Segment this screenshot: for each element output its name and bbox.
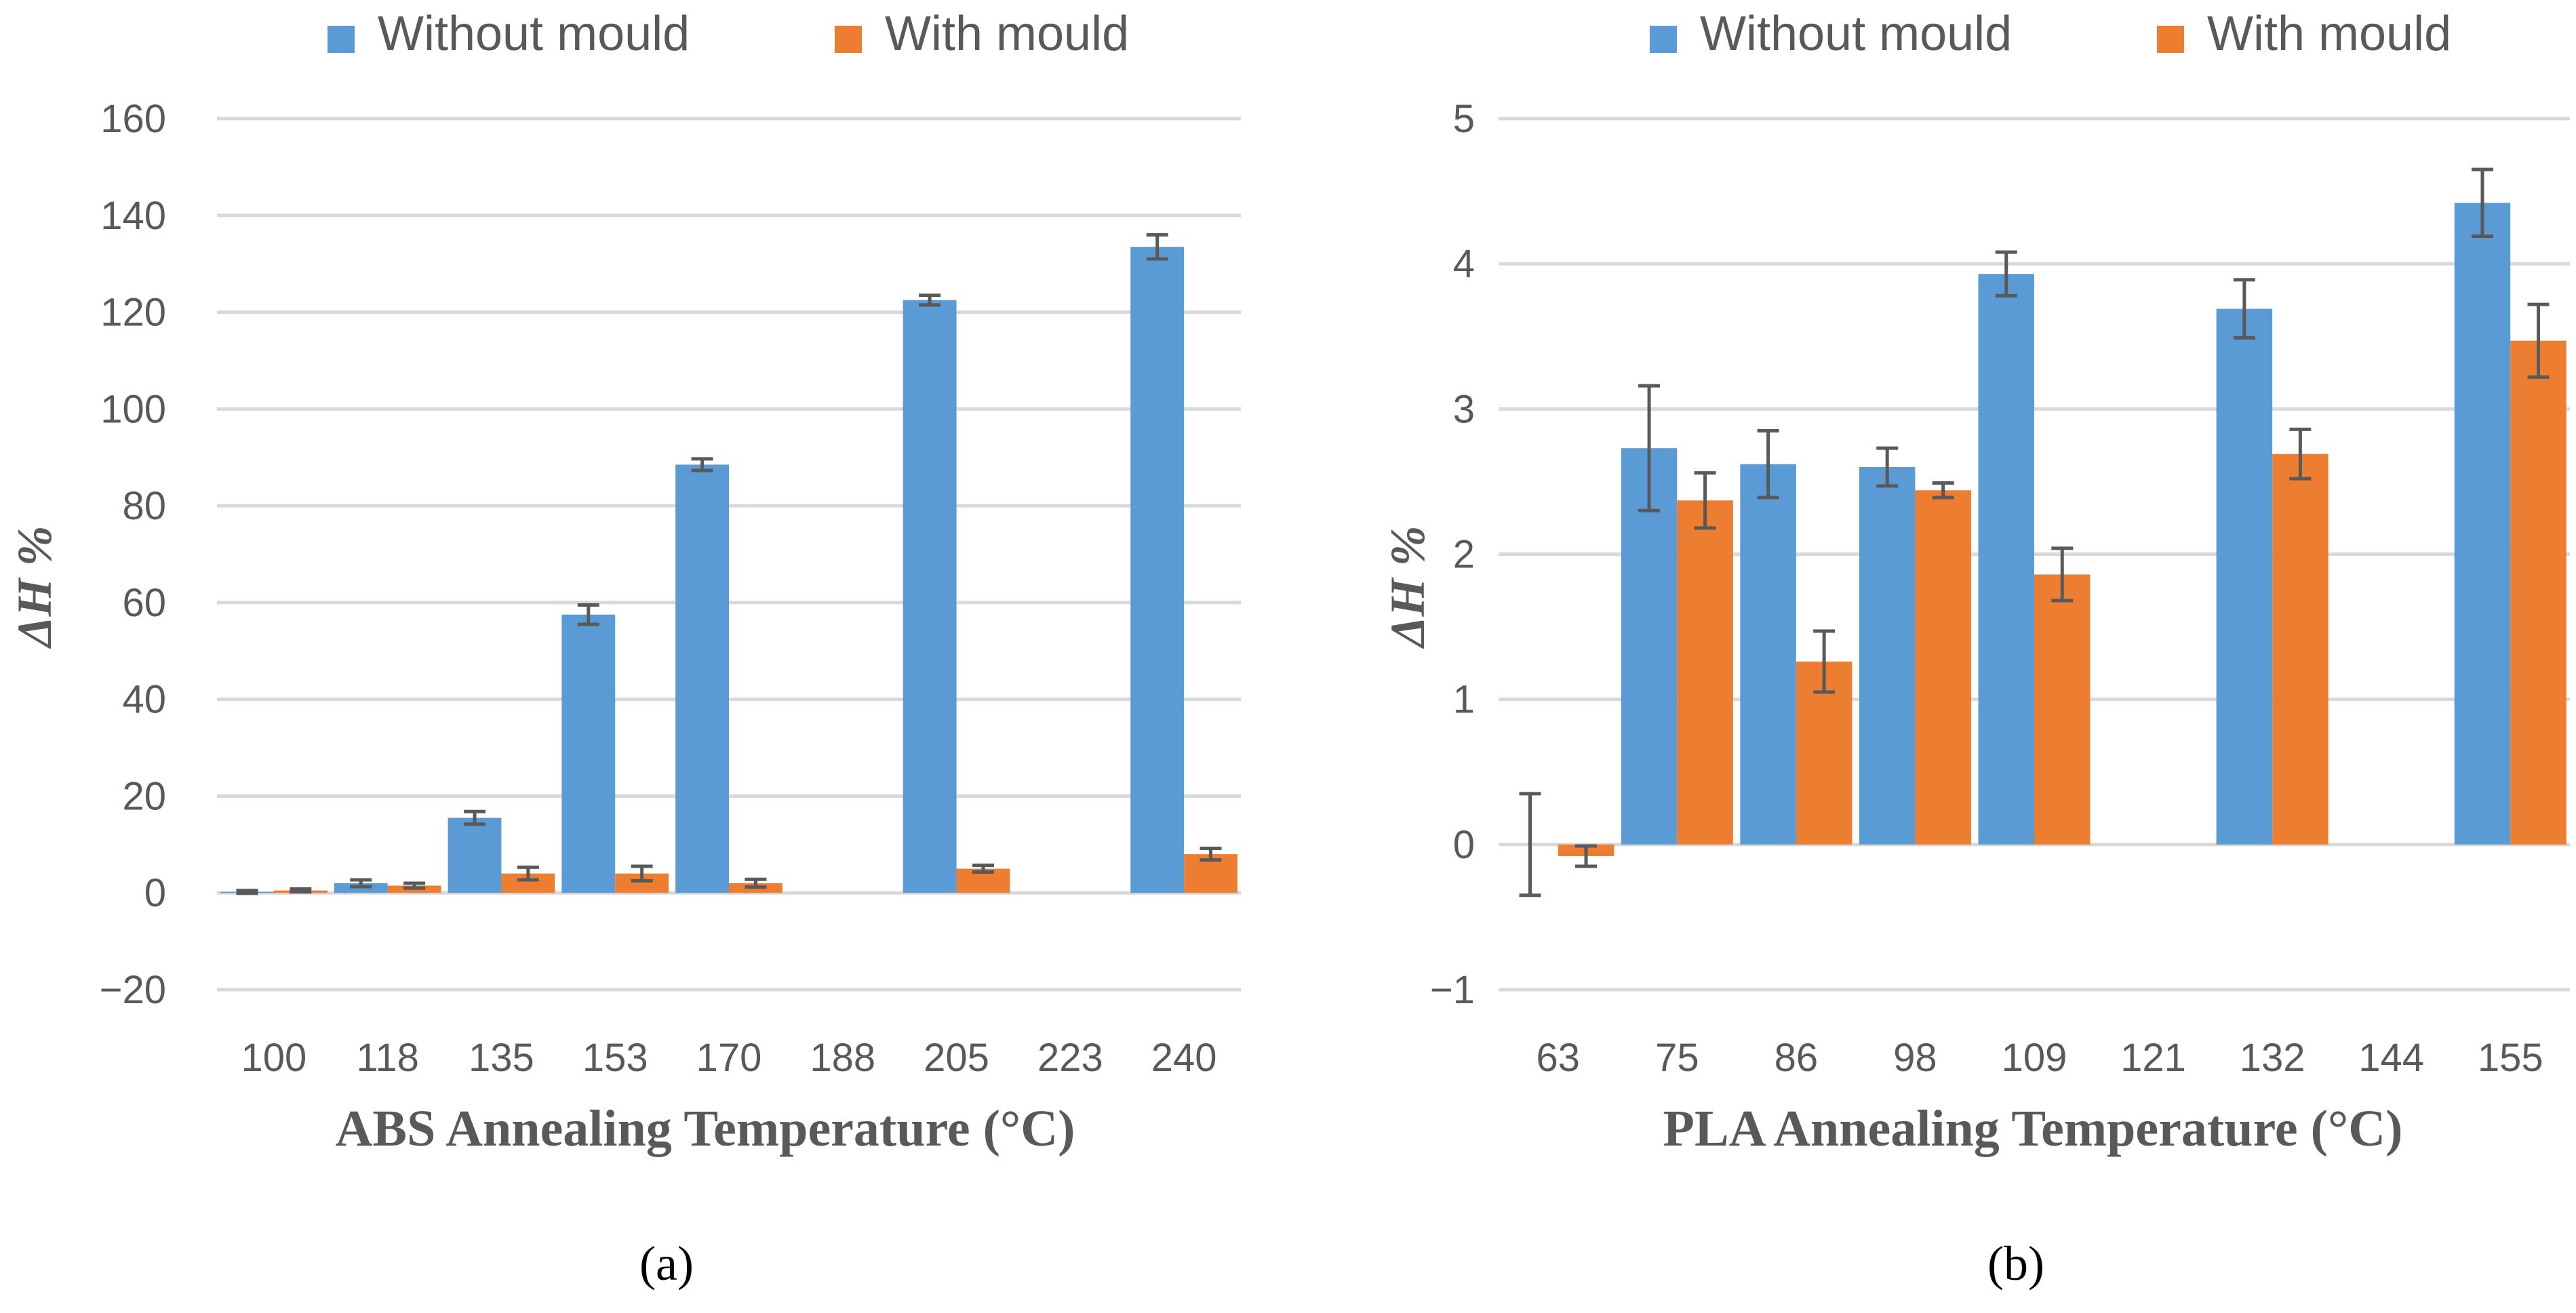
y-tick-label: 160 <box>100 97 166 141</box>
bar-without-mould <box>675 464 729 893</box>
error-bar <box>2051 546 2074 603</box>
y-tick-label: 4 <box>1453 242 1475 286</box>
error-bar <box>1995 250 2017 298</box>
bar-without-mould <box>2216 308 2273 845</box>
bar-without-mould <box>1621 448 1678 845</box>
x-tick-label: 240 <box>1151 1036 1217 1080</box>
x-tick-label: 132 <box>2240 1036 2305 1080</box>
x-tick-label: 170 <box>696 1036 762 1080</box>
error-bar <box>403 881 426 890</box>
error-bar <box>1146 233 1168 261</box>
x-tick-label: 109 <box>2002 1036 2067 1080</box>
bar-without-mould <box>448 817 502 893</box>
error-bar <box>691 457 713 472</box>
panel-caption: (a) <box>639 1236 694 1291</box>
x-tick-label: 121 <box>2120 1036 2186 1080</box>
error-bar <box>517 865 539 882</box>
error-bar <box>631 864 653 883</box>
error-bar <box>972 864 994 874</box>
bar-without-mould <box>1859 467 1916 845</box>
error-bar <box>745 877 767 889</box>
error-bar <box>464 809 486 826</box>
y-tick-label: 3 <box>1453 387 1475 431</box>
y-axis-title: ΔH % <box>1381 525 1435 649</box>
error-bar <box>236 889 258 895</box>
y-axis-title: ΔH % <box>7 525 62 649</box>
error-bar <box>2233 278 2255 340</box>
y-tick-label: −1 <box>1430 968 1475 1012</box>
bar-with-mould <box>1915 490 1971 845</box>
y-tick-label: 5 <box>1453 97 1475 141</box>
y-tick-label: 40 <box>122 678 166 722</box>
bar-with-mould <box>2510 340 2567 845</box>
legend-label: With mould <box>2207 7 2451 61</box>
legend-swatch <box>328 26 355 53</box>
x-tick-label: 205 <box>924 1036 989 1080</box>
x-tick-label: 75 <box>1655 1036 1699 1080</box>
error-bar <box>2289 427 2312 481</box>
x-axis-title: ABS Annealing Temperature (°C) <box>336 1100 1075 1157</box>
legend-label: With mould <box>885 7 1129 61</box>
error-bar <box>1638 384 1661 512</box>
x-tick-label: 144 <box>2358 1036 2424 1080</box>
error-bar <box>350 878 372 889</box>
bar-without-mould <box>561 614 616 893</box>
bar-without-mould <box>1740 464 1796 845</box>
y-tick-label: 120 <box>100 291 166 335</box>
y-tick-label: 80 <box>122 484 166 528</box>
legend-swatch <box>1650 26 1677 53</box>
error-bar <box>577 603 599 626</box>
bar-without-mould <box>903 300 957 893</box>
error-bar <box>1519 792 1541 897</box>
y-tick-label: −20 <box>100 968 166 1012</box>
y-tick-label: 2 <box>1453 533 1475 577</box>
error-bar <box>919 294 941 307</box>
bar-with-mould <box>2034 574 2090 845</box>
y-tick-label: 0 <box>1453 823 1475 867</box>
x-tick-label: 155 <box>2478 1036 2543 1080</box>
x-tick-label: 100 <box>241 1036 306 1080</box>
bar-without-mould <box>1978 274 2034 845</box>
legend-swatch <box>2157 26 2184 53</box>
error-bar <box>1200 847 1222 862</box>
error-bar <box>1813 629 1836 694</box>
y-tick-label: 60 <box>122 581 166 625</box>
error-bar <box>2471 167 2493 238</box>
x-tick-label: 86 <box>1775 1036 1819 1080</box>
x-tick-label: 188 <box>810 1036 875 1080</box>
error-bar <box>1876 446 1899 488</box>
y-tick-label: 140 <box>100 194 166 238</box>
chart-panel-a: −20 0 20 40 60 80 100 120 140 160 100 118 135 153 170 1… <box>7 7 1241 1291</box>
x-tick-label: 118 <box>356 1036 418 1080</box>
x-axis-title: PLA Annealing Temperature (°C) <box>1663 1100 2403 1157</box>
error-bar <box>1932 481 1954 500</box>
y-tick-label: 0 <box>144 871 166 915</box>
bar-without-mould <box>2454 203 2511 845</box>
x-tick-label: 63 <box>1537 1036 1581 1080</box>
y-tick-label: 100 <box>100 387 166 431</box>
legend-label: Without mould <box>378 7 690 61</box>
error-bar <box>290 887 312 894</box>
bar-without-mould <box>1130 247 1185 893</box>
x-tick-label: 98 <box>1893 1036 1937 1080</box>
panel-caption: (b) <box>1987 1236 2044 1291</box>
y-tick-label: 1 <box>1453 678 1475 722</box>
x-tick-label: 223 <box>1037 1036 1103 1080</box>
x-tick-label: 135 <box>469 1036 534 1080</box>
legend-swatch <box>835 26 862 53</box>
x-tick-label: 153 <box>582 1036 648 1080</box>
error-bar <box>1757 428 1779 500</box>
error-bar <box>2527 302 2550 379</box>
bar-with-mould <box>2272 453 2329 845</box>
chart-panel-b: −1 0 1 2 3 4 5 63 75 86 98 109 121 132 144 155 Without m… <box>1381 7 2570 1291</box>
error-bar <box>1694 471 1716 530</box>
y-tick-label: 20 <box>122 774 166 818</box>
bar-with-mould <box>1677 500 1733 845</box>
error-bar <box>1575 844 1598 868</box>
legend-label: Without mould <box>1700 7 2012 61</box>
